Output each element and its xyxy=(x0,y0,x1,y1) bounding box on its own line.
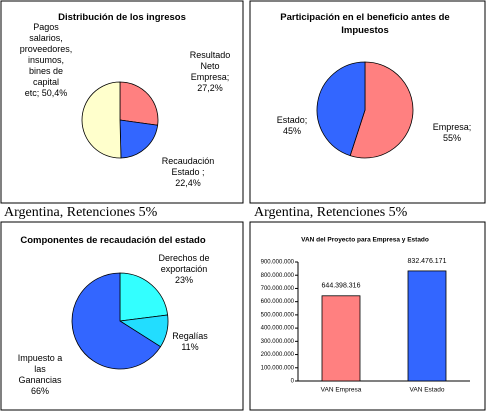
y-tick-label: 700.000.000 xyxy=(261,286,295,292)
pie-slice xyxy=(119,119,159,159)
pie-slice xyxy=(119,272,169,322)
caption: Argentina, Retenciones 5% xyxy=(254,205,408,220)
y-tick-label: 500.000.000 xyxy=(261,312,295,318)
x-tick-label: VAN Estado xyxy=(410,387,445,394)
caption: Argentina, Retenciones 5% xyxy=(4,205,158,220)
chart-title: Participación en el beneficio antes de Im… xyxy=(280,12,449,36)
data-label: Empresa; 55% xyxy=(433,122,472,143)
y-tick-label: 900.000.000 xyxy=(261,260,295,266)
data-label: Derechos de exportación 23% xyxy=(158,253,209,285)
data-label: Recaudación Estado ; 22,4% xyxy=(162,156,215,188)
data-label: 644.398.316 xyxy=(322,283,361,290)
bar xyxy=(321,295,361,382)
bar xyxy=(407,270,447,382)
chart-title: Distribución de los ingresos xyxy=(58,12,186,23)
chart-title: VAN del Proyecto para Empresa y Estado xyxy=(301,237,429,244)
data-label: Pagos salarios, proveedores, insumos, bines … xyxy=(20,22,73,98)
data-label: Estado; 45% xyxy=(277,115,308,136)
data-label: Impuesto a las Ganancias 66% xyxy=(18,353,63,396)
y-tick-label: 300.000.000 xyxy=(261,339,295,345)
pie-slice xyxy=(119,81,159,126)
pie-slice xyxy=(349,61,414,159)
data-label: 832.476.171 xyxy=(408,258,447,265)
data-label: Resultado Neto Empresa; 27,2% xyxy=(190,50,231,93)
pie-slice xyxy=(316,61,366,157)
y-tick-label: 400.000.000 xyxy=(261,326,295,332)
x-tick-label: VAN Empresa xyxy=(321,387,362,394)
pie-slice xyxy=(81,81,122,159)
data-label: Regalías 11% xyxy=(172,331,208,352)
pie-slice xyxy=(71,272,162,370)
y-tick-label: 800.000.000 xyxy=(261,273,295,279)
chart-title: Componentes de recaudación del estado xyxy=(20,235,205,246)
y-tick-label: 100.000.000 xyxy=(261,365,295,371)
y-tick-label: 200.000.000 xyxy=(261,352,295,358)
y-tick-label: 600.000.000 xyxy=(261,299,295,305)
y-tick-label: 0 xyxy=(291,379,295,385)
